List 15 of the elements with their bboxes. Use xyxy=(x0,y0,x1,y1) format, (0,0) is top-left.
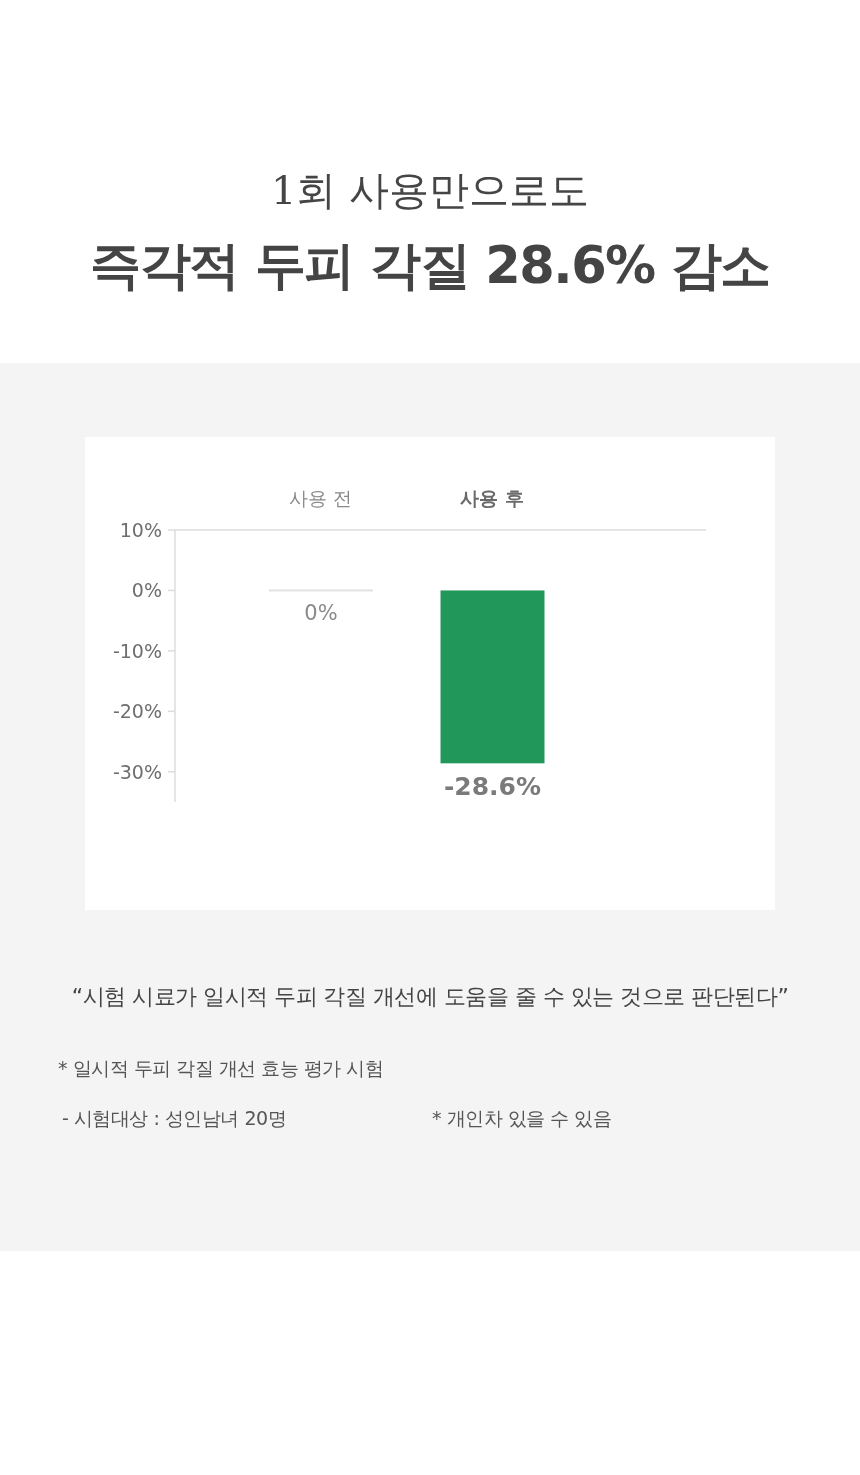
data-label: -28.6% xyxy=(443,771,542,801)
y-tick-label: -10% xyxy=(112,639,162,662)
text: * 일시적 두피 각질 개선 효능 평가 시험 xyxy=(58,1057,384,1079)
chart-subtitle: 1회 사용만으로도 xyxy=(270,167,590,213)
y-tick-label: 10% xyxy=(119,519,162,541)
y-tick-label: 0% xyxy=(131,579,162,602)
y-tick-label: -30% xyxy=(112,760,162,783)
text: “시험 시료가 일시적 두피 각질 개선에 도움을 줄 수 있는 것으로 판단된다” xyxy=(71,984,789,1009)
x-tick-label: 사용 전 xyxy=(289,487,353,509)
text: * 개인차 있을 수 있음 xyxy=(432,1107,612,1129)
y-tick-label: -20% xyxy=(112,700,162,723)
text: - 시험대상 : 성인남녀 20명 xyxy=(62,1107,287,1129)
x-tick-label: 사용 후 xyxy=(460,487,525,509)
chart-title: 즉각적 두피 각질 28.6% 감소 xyxy=(90,236,770,295)
data-label: 0% xyxy=(304,601,338,626)
